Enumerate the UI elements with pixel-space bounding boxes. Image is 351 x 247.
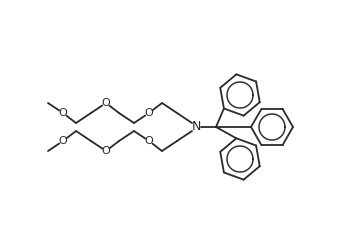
Text: O: O xyxy=(145,108,153,118)
Text: O: O xyxy=(102,98,110,108)
Text: N: N xyxy=(191,121,201,133)
Text: O: O xyxy=(102,146,110,156)
Text: O: O xyxy=(145,136,153,146)
Text: O: O xyxy=(59,108,67,118)
Text: O: O xyxy=(59,136,67,146)
